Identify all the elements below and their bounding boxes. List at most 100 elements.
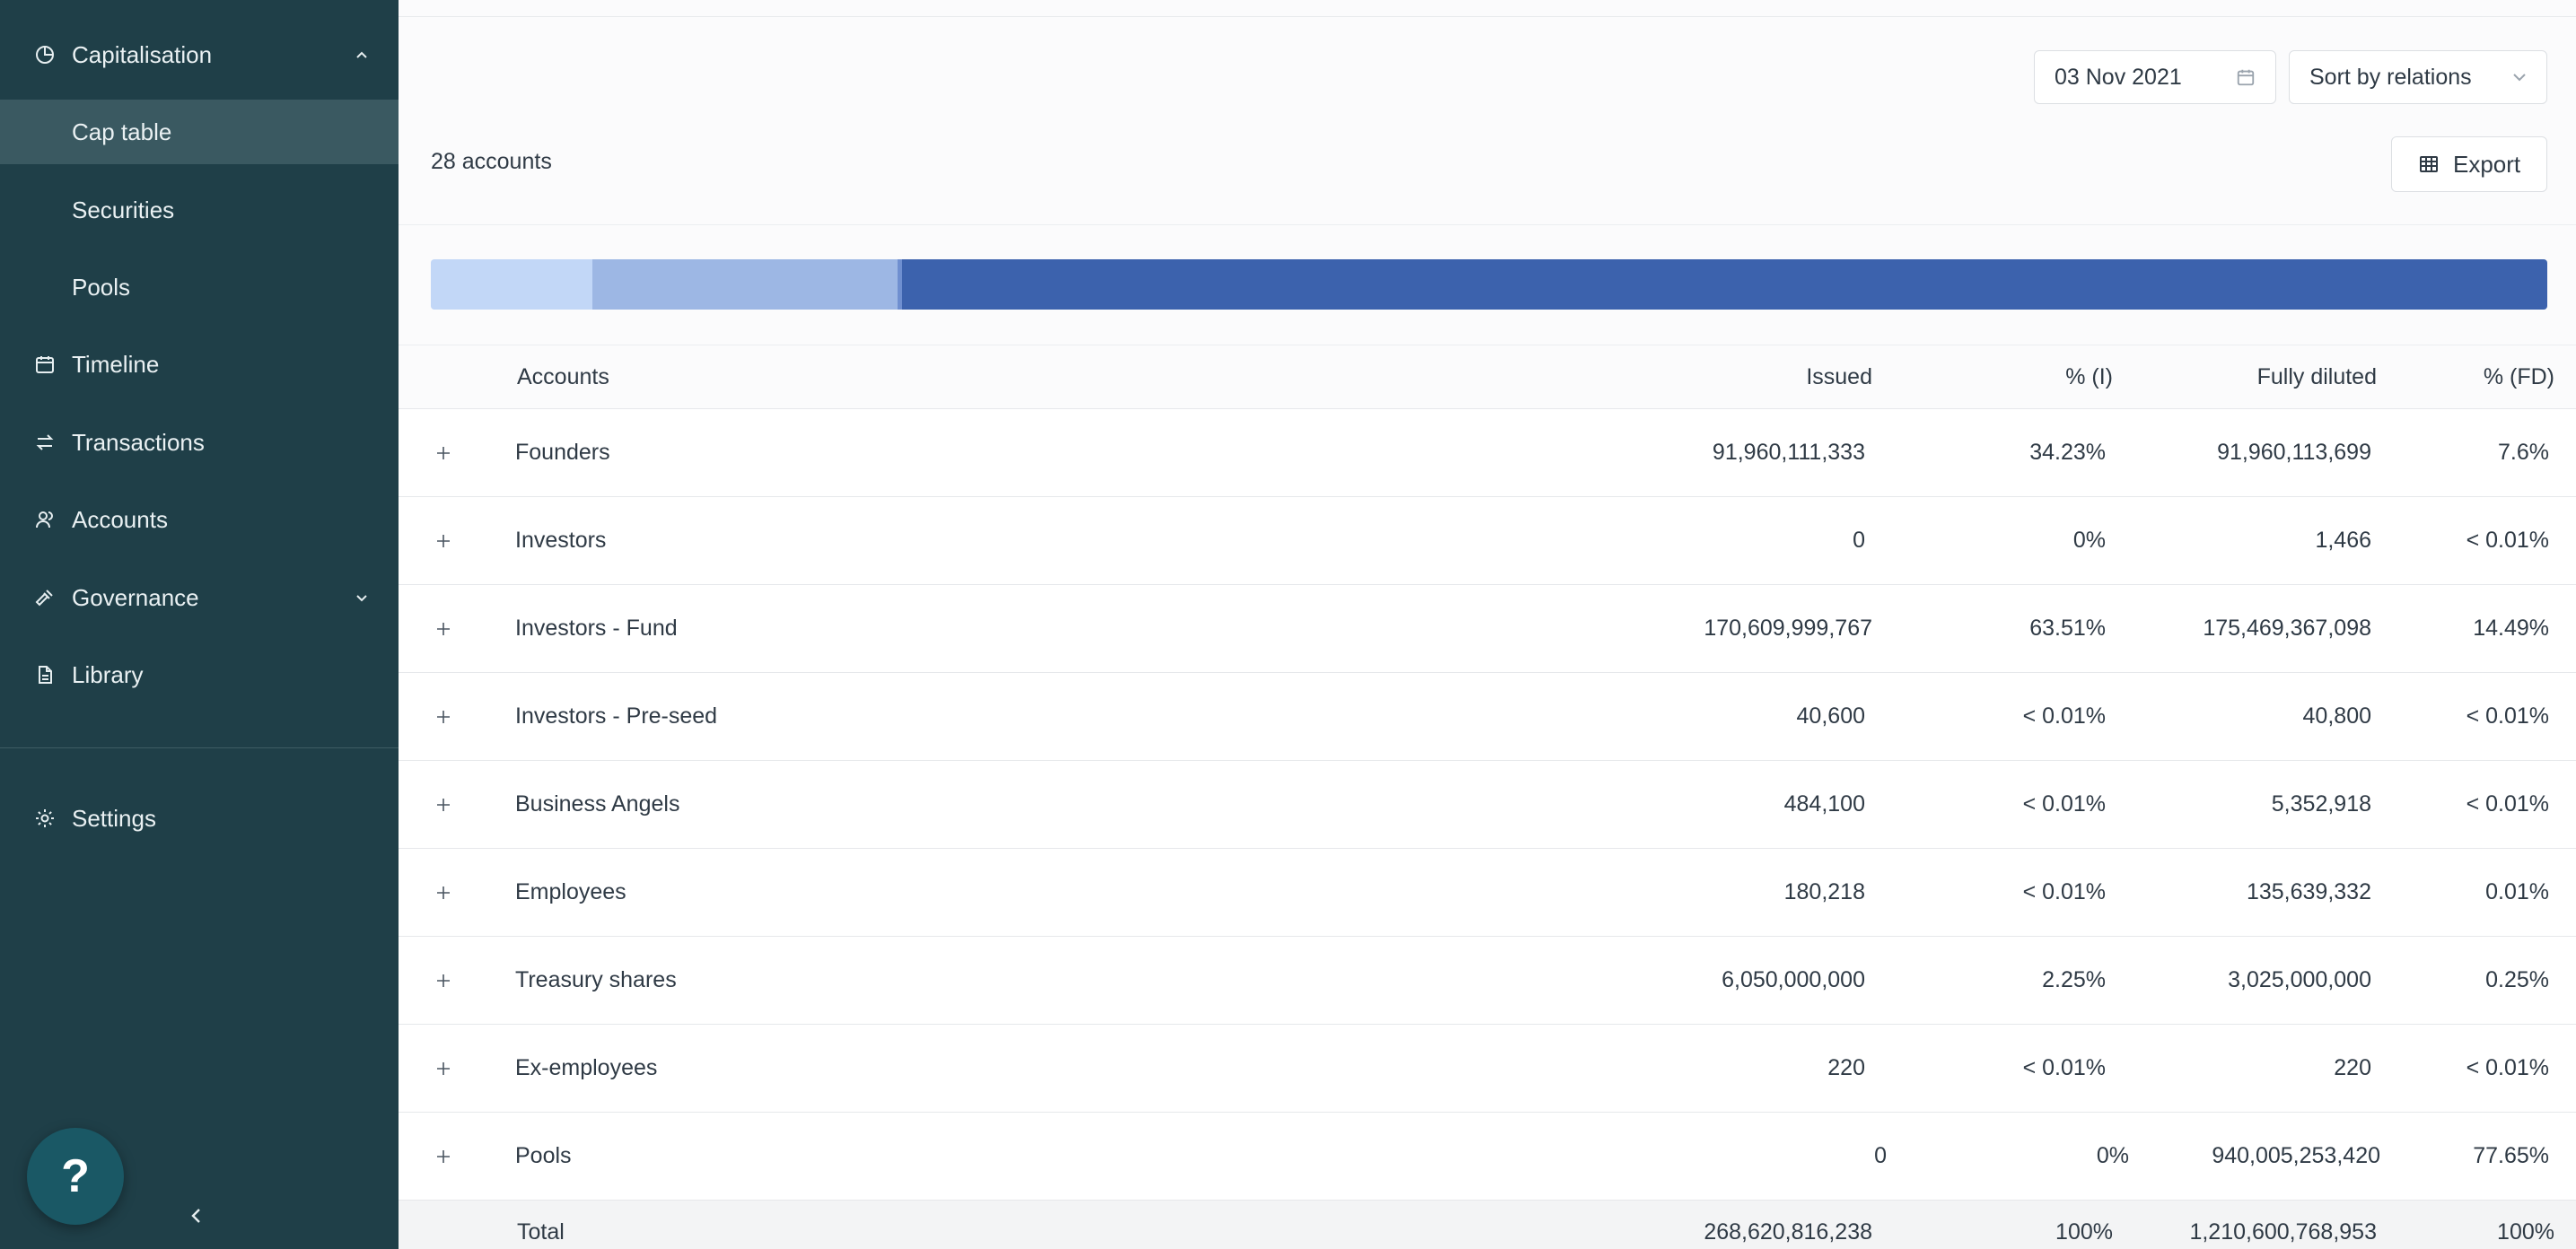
- sidebar-item-accounts[interactable]: Accounts: [0, 487, 399, 552]
- table-row[interactable]: Ex-employees 220 < 0.01% 220 < 0.01%: [399, 1025, 2576, 1113]
- sidebar: Capitalisation Cap table Securities Pool…: [0, 0, 399, 1249]
- sidebar-item-pools[interactable]: Pools: [0, 255, 399, 319]
- row-percent-issued: < 0.01%: [2022, 1055, 2106, 1080]
- row-percent-fully-diluted: < 0.01%: [2466, 1055, 2549, 1080]
- help-button[interactable]: ?: [27, 1128, 124, 1225]
- document-icon: [32, 662, 57, 687]
- table-row[interactable]: Pools 0 0% 940,005,253,420 77.65%: [399, 1113, 2576, 1201]
- row-percent-fully-diluted: 77.65%: [2473, 1143, 2549, 1168]
- sidebar-item-label: Securities: [72, 196, 175, 223]
- row-percent-fully-diluted: < 0.01%: [2466, 703, 2549, 729]
- row-percent-issued: < 0.01%: [2022, 703, 2106, 729]
- table-row[interactable]: Investors 0 0% 1,466 < 0.01%: [399, 497, 2576, 585]
- chevron-down-icon[interactable]: [352, 588, 372, 607]
- table-row[interactable]: Treasury shares 6,050,000,000 2.25% 3,02…: [399, 937, 2576, 1025]
- sort-value: Sort by relations: [2309, 64, 2472, 90]
- row-name: Founders: [515, 440, 610, 465]
- header-percent-fully-diluted[interactable]: % (FD): [2483, 364, 2554, 389]
- table-row[interactable]: Employees 180,218 < 0.01% 135,639,332 0.…: [399, 849, 2576, 937]
- sidebar-item-cap-table[interactable]: Cap table: [0, 100, 399, 164]
- row-fully-diluted: 135,639,332: [2246, 879, 2371, 904]
- sidebar-item-capitalisation[interactable]: Capitalisation: [0, 22, 399, 87]
- row-percent-fully-diluted: 7.6%: [2498, 440, 2549, 465]
- row-name: Pools: [515, 1143, 572, 1168]
- table-row[interactable]: Investors - Fund 170,609,999,767 63.51% …: [399, 585, 2576, 673]
- total-fully-diluted: 1,210,600,768,953: [2189, 1218, 2377, 1245]
- total-issued: 268,620,816,238: [1704, 1218, 1872, 1245]
- table-row[interactable]: Investors - Pre-seed 40,600 < 0.01% 40,8…: [399, 673, 2576, 761]
- sort-select[interactable]: Sort by relations: [2289, 50, 2547, 104]
- pie-chart-icon: [32, 42, 57, 67]
- collapse-sidebar-button[interactable]: [183, 1202, 210, 1229]
- header-fully-diluted[interactable]: Fully diluted: [2256, 364, 2377, 389]
- expand-icon[interactable]: [433, 970, 454, 991]
- row-name: Investors: [515, 528, 607, 553]
- date-value: 03 Nov 2021: [2055, 64, 2182, 90]
- distribution-segment: [897, 259, 902, 310]
- header-accounts[interactable]: Accounts: [517, 364, 609, 389]
- row-percent-fully-diluted: < 0.01%: [2466, 791, 2549, 817]
- sidebar-item-label: Transactions: [72, 428, 205, 456]
- sidebar-item-label: Pools: [72, 273, 131, 301]
- row-issued: 6,050,000,000: [1722, 967, 1865, 992]
- sidebar-item-library[interactable]: Library: [0, 642, 399, 707]
- row-issued: 40,600: [1796, 703, 1865, 729]
- users-icon: [32, 507, 57, 532]
- row-fully-diluted: 175,469,367,098: [2203, 616, 2371, 641]
- distribution-bar: [431, 259, 2547, 310]
- account-count: 28 accounts: [431, 149, 552, 174]
- chevron-up-icon[interactable]: [352, 45, 372, 65]
- sidebar-item-label: Timeline: [72, 350, 160, 378]
- table-icon: [2417, 153, 2440, 176]
- sidebar-item-label: Accounts: [72, 505, 168, 533]
- expand-icon[interactable]: [433, 1058, 454, 1079]
- row-name: Investors - Fund: [515, 616, 678, 641]
- sidebar-item-governance[interactable]: Governance: [0, 565, 399, 630]
- row-percent-issued: < 0.01%: [2022, 879, 2106, 904]
- sidebar-item-label: Cap table: [72, 118, 172, 145]
- export-button[interactable]: Export: [2391, 136, 2547, 192]
- distribution-segment: [901, 259, 2547, 310]
- expand-icon[interactable]: [433, 706, 454, 728]
- row-issued: 220: [1827, 1055, 1865, 1080]
- row-issued: 0: [1874, 1143, 1887, 1168]
- row-percent-issued: 34.23%: [2029, 440, 2106, 465]
- row-name: Business Angels: [515, 791, 680, 817]
- date-picker[interactable]: 03 Nov 2021: [2034, 50, 2276, 104]
- table-total-row: Total 268,620,816,238 100% 1,210,600,768…: [399, 1201, 2576, 1249]
- header-issued[interactable]: Issued: [1806, 364, 1872, 389]
- row-percent-fully-diluted: 14.49%: [2473, 616, 2549, 641]
- row-issued: 170,609,999,767: [1704, 616, 1872, 641]
- sidebar-item-securities[interactable]: Securities: [0, 178, 399, 242]
- total-label: Total: [517, 1218, 565, 1245]
- distribution-segment: [431, 259, 593, 310]
- sidebar-item-label: Capitalisation: [72, 40, 213, 68]
- row-fully-diluted: 220: [2334, 1055, 2371, 1080]
- expand-icon[interactable]: [433, 794, 454, 816]
- row-percent-issued: 0%: [2096, 1143, 2129, 1168]
- expand-icon[interactable]: [433, 530, 454, 552]
- sidebar-item-label: Settings: [72, 804, 156, 832]
- expand-icon[interactable]: [433, 1146, 454, 1167]
- row-percent-fully-diluted: 0.25%: [2485, 967, 2549, 992]
- export-label: Export: [2453, 150, 2521, 178]
- row-fully-diluted: 91,960,113,699: [2217, 440, 2371, 465]
- help-button-label: ?: [61, 1150, 90, 1202]
- total-percent-fully-diluted: 100%: [2497, 1218, 2554, 1245]
- row-fully-diluted: 1,466: [2315, 528, 2371, 553]
- row-fully-diluted: 3,025,000,000: [2228, 967, 2371, 992]
- table-row[interactable]: Business Angels 484,100 < 0.01% 5,352,91…: [399, 761, 2576, 849]
- header-percent-issued[interactable]: % (I): [2065, 364, 2113, 389]
- sidebar-item-transactions[interactable]: Transactions: [0, 410, 399, 475]
- table-row[interactable]: Founders 91,960,111,333 34.23% 91,960,11…: [399, 409, 2576, 497]
- total-percent-issued: 100%: [2055, 1218, 2113, 1245]
- sidebar-item-settings[interactable]: Settings: [0, 786, 399, 851]
- expand-icon[interactable]: [433, 442, 454, 464]
- sidebar-item-timeline[interactable]: Timeline: [0, 332, 399, 397]
- row-percent-fully-diluted: < 0.01%: [2466, 528, 2549, 553]
- main-content: 03 Nov 2021 Sort by relations 28 account…: [399, 0, 2576, 1249]
- expand-icon[interactable]: [433, 882, 454, 904]
- row-fully-diluted: 940,005,253,420: [2212, 1143, 2380, 1168]
- row-name: Ex-employees: [515, 1055, 658, 1080]
- expand-icon[interactable]: [433, 618, 454, 640]
